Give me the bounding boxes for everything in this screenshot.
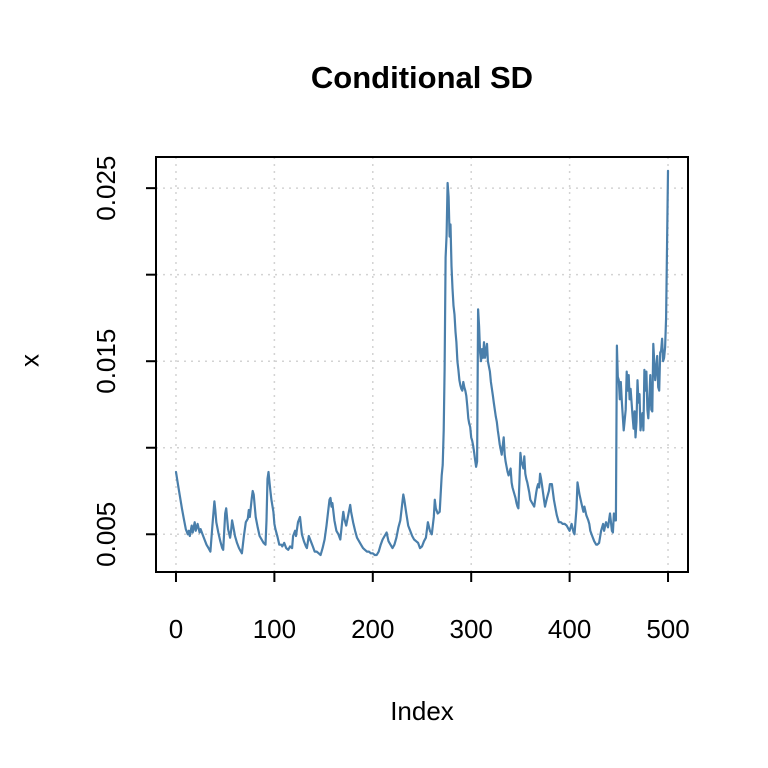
y-tick-label: 0.025 [91,156,121,221]
x-axis-label: Index [390,696,454,726]
y-axis-label: x [14,354,45,367]
x-tick-label: 500 [646,614,689,644]
x-tick-label: 0 [169,614,183,644]
x-tick-label: 400 [548,614,591,644]
axes: 0 100 200 300 400 500 0.005 0.015 0.025 [91,156,690,644]
x-tick-label: 100 [253,614,296,644]
y-tick-label: 0.005 [91,502,121,567]
plot-box [155,156,689,573]
x-tick-label: 300 [450,614,493,644]
sd-line-series [174,169,670,557]
grid-lines [156,157,688,572]
x-tick-label: 200 [351,614,394,644]
chart-title: Conditional SD [310,60,534,95]
y-tick-label: 0.015 [91,329,121,394]
